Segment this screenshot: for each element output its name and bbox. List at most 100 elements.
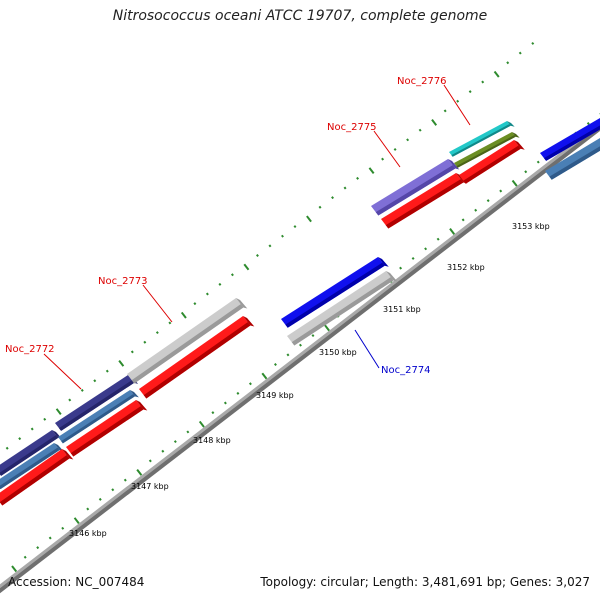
gene-noc-2775-shade: [375, 165, 456, 216]
minor-tick: [18, 437, 22, 441]
minor-tick: [393, 147, 397, 151]
gene-noc-2774: [287, 271, 398, 346]
minor-tick: [318, 205, 322, 209]
tick-labels: 3146 kbp 3147 kbp 3148 kbp 3149 kbp 3150…: [69, 222, 550, 538]
gene-blue-3: [540, 118, 600, 161]
tick-label-3152: 3152 kbp: [447, 263, 485, 272]
tick-label-3151: 3151 kbp: [383, 305, 421, 314]
gene-label-noc-2775: Noc_2775: [327, 122, 377, 133]
minor-tick: [531, 41, 535, 45]
gene-noc-2776-end: [507, 121, 515, 127]
minor-tick: [93, 379, 97, 383]
minor-tick: [130, 350, 134, 354]
gene-blue-2-body: [281, 257, 385, 328]
gene-red-3-body: [139, 316, 251, 399]
minor-tick: [86, 507, 90, 511]
gene-noc-2772-lower: [0, 443, 64, 490]
major-tick: [136, 469, 143, 476]
minor-tick: [443, 109, 447, 113]
minor-tick: [268, 244, 272, 248]
minor-tick: [223, 401, 227, 405]
gene-blue-1-shade: [61, 394, 135, 444]
minor-tick: [248, 382, 252, 386]
minor-tick: [123, 478, 127, 482]
gene-noc-2776-body: [449, 121, 511, 157]
tick-label-3148: 3148 kbp: [193, 436, 231, 445]
tick-label-3147: 3147 kbp: [131, 482, 169, 491]
gene-red-5-body: [459, 140, 521, 184]
upper-tick-row: [5, 41, 535, 450]
major-tick: [73, 517, 80, 524]
minor-tick: [381, 157, 385, 161]
gene-label-noc-2773: Noc_2773: [98, 276, 148, 287]
minor-tick: [48, 536, 52, 540]
minor-tick: [80, 388, 84, 392]
minor-tick: [186, 430, 190, 434]
gene-red-2-shade: [70, 406, 144, 457]
minor-tick: [218, 282, 222, 286]
genome-title: Nitrosococcus oceani ATCC 19707, complet…: [112, 8, 488, 24]
gene-blue-2-end: [378, 257, 389, 267]
tick-label-3150: 3150 kbp: [319, 348, 357, 357]
accession-text: Accession: NC_007484: [8, 575, 145, 589]
gene-blue-2-shade: [285, 262, 385, 328]
genome-summary-text: Topology: circular; Length: 3,481,691 bp…: [260, 575, 590, 589]
minor-tick: [211, 411, 215, 415]
gene-noc-2774-end: [386, 271, 398, 282]
minor-tick: [406, 138, 410, 142]
minor-tick: [518, 51, 522, 55]
lower-tick-row: [11, 113, 600, 573]
minor-tick: [311, 334, 315, 338]
minor-tick: [155, 331, 159, 335]
minor-tick: [193, 302, 197, 306]
gene-noc-2775-end: [448, 159, 460, 170]
major-tick: [511, 179, 518, 187]
gene-red-2-end: [136, 400, 148, 411]
minor-tick: [111, 488, 115, 492]
gene-blue-3-body: [540, 118, 600, 161]
major-tick: [243, 263, 250, 271]
major-tick: [198, 420, 205, 428]
gene-noc-2772: [55, 375, 139, 431]
gene-noc-2772-upper-shade: [0, 435, 59, 476]
gene-blue-4-shade: [549, 146, 600, 180]
minor-tick: [281, 234, 284, 238]
minor-tick: [105, 369, 109, 373]
gene-red-5: [459, 140, 525, 184]
gene-red-2: [66, 400, 148, 457]
gene-red-2-body: [66, 400, 144, 457]
minor-tick: [30, 427, 34, 431]
minor-tick: [273, 362, 277, 366]
minor-tick: [536, 160, 540, 164]
major-tick: [118, 360, 125, 367]
gene-red-5-end: [514, 140, 525, 150]
gene-blue-1: [58, 390, 139, 444]
gene-green-1-shade: [456, 135, 516, 168]
gene-features: [0, 118, 600, 506]
minor-tick: [486, 199, 490, 203]
gene-red-1: [0, 449, 74, 506]
minor-tick: [168, 321, 172, 325]
gene-label-noc-2776: Noc_2776: [397, 76, 447, 87]
gene-noc-2776: [449, 121, 515, 157]
gene-green-1: [454, 132, 520, 168]
major-tick: [493, 70, 500, 78]
gene-noc-2774-shade: [291, 277, 394, 346]
minor-tick: [506, 61, 510, 65]
minor-tick: [461, 218, 465, 222]
minor-tick: [36, 546, 40, 550]
gene-label-noc-2772: Noc_2772: [5, 344, 55, 355]
minor-tick: [343, 186, 347, 190]
gene-noc-2774-body: [287, 271, 394, 346]
minor-tick: [299, 343, 302, 347]
minor-tick: [255, 253, 259, 257]
tick-label-3146: 3146 kbp: [69, 529, 107, 538]
gene-noc-2773-end: [236, 298, 248, 309]
minor-tick: [161, 449, 165, 453]
gene-blue-2: [281, 257, 389, 328]
minor-tick: [424, 247, 428, 251]
gene-red-1-shade: [0, 455, 70, 506]
gene-noc-2772-shade: [58, 380, 135, 431]
gene-red-4-shade: [385, 179, 464, 229]
minor-tick: [148, 459, 152, 463]
